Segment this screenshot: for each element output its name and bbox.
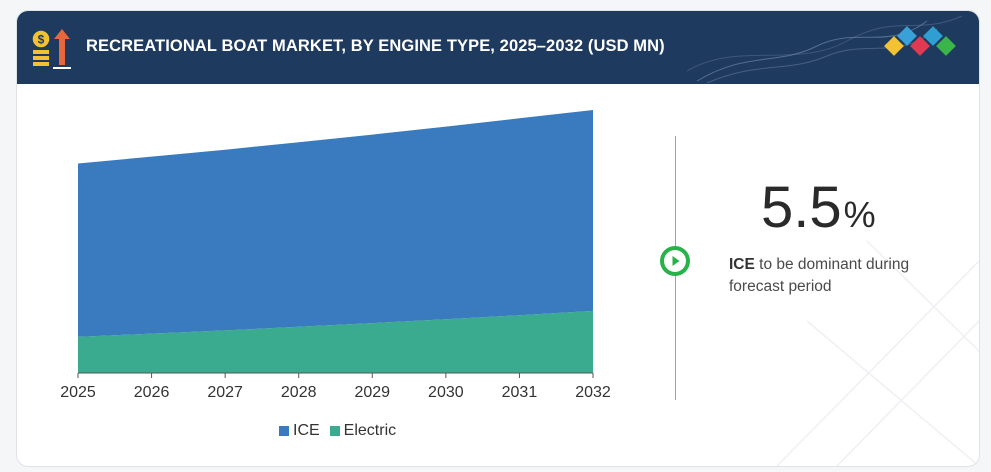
legend-item-ice: ICE [279,422,320,440]
x-tick-label: 2030 [428,384,464,401]
highlight-description: ICE to be dominant during forecast perio… [729,254,929,298]
x-tick-label: 2025 [60,384,96,401]
play-button[interactable] [660,246,690,276]
area-chart: 2025 2026 2027 2028 2029 2030 2031 2032 [60,110,611,401]
background-watermark [776,240,979,466]
cagr-value: 5.5% [761,175,876,241]
x-tick-label: 2026 [134,384,170,401]
market-growth-icon: $ [31,29,71,69]
legend-item-electric: Electric [329,422,397,440]
header-decoration [687,15,963,84]
x-tick-label: 2027 [207,384,243,401]
svg-text:$: $ [38,33,45,47]
x-tick-label: 2032 [575,384,611,401]
legend-label-ice: ICE [293,422,320,439]
chart-card: $ RECREATIONAL BOAT MARKET, BY ENGINE TY… [16,10,980,467]
chart-legend: ICE Electric [279,421,406,441]
legend-label-electric: Electric [343,422,397,439]
brand-logo-icon [884,26,956,56]
highlight-segment: ICE [729,256,755,273]
x-tick-label: 2029 [354,384,390,401]
x-tick-label: 2031 [502,384,538,401]
legend-swatch-electric [329,426,340,436]
highlight-text: to be dominant during forecast period [729,256,910,295]
legend-swatch-ice [279,426,289,436]
x-tick-label: 2028 [281,384,317,401]
header-bar: $ RECREATIONAL BOAT MARKET, BY ENGINE TY… [17,11,979,84]
chart-title: RECREATIONAL BOAT MARKET, BY ENGINE TYPE… [86,37,665,55]
area-series-electric [78,310,593,373]
cagr-number: 5.5 [761,175,842,240]
play-icon [664,250,686,272]
cagr-unit: % [843,194,876,235]
area-series-ice [78,110,593,337]
